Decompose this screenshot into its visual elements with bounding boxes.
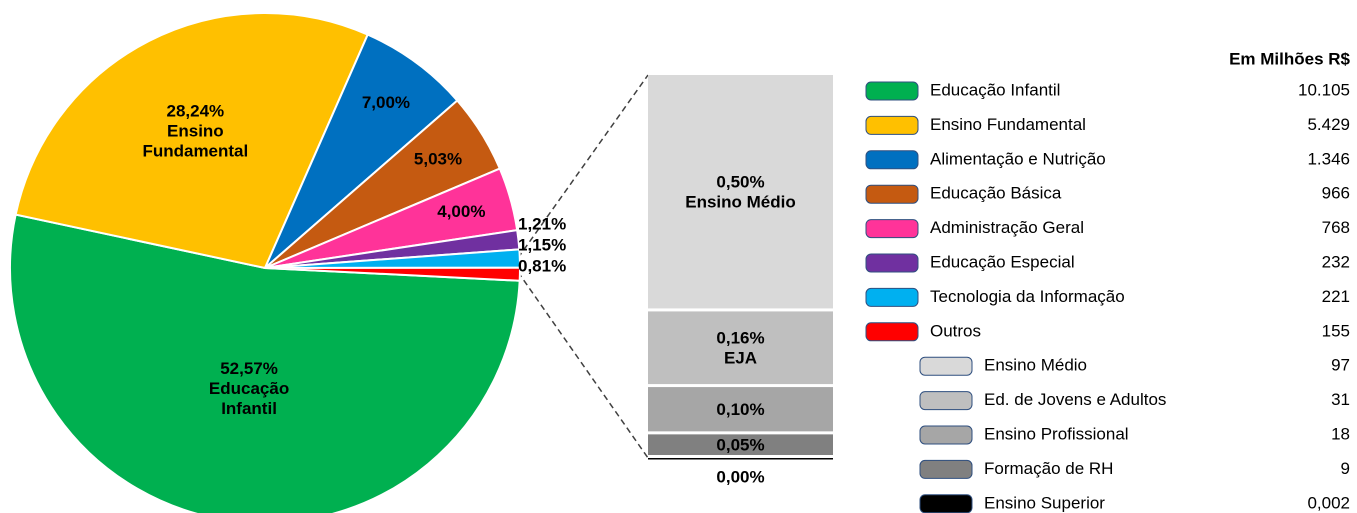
slice-name: Fundamental <box>142 141 248 160</box>
legend-header: Em Milhões R$ <box>1229 49 1350 68</box>
legend-label: Ensino Profissional <box>984 424 1129 443</box>
legend-amount: 155 <box>1322 321 1350 340</box>
value-label: 1,15% <box>518 235 566 254</box>
legend-swatch <box>919 459 973 479</box>
legend-amount: 221 <box>1322 287 1350 306</box>
value-label: 7,00% <box>362 93 410 112</box>
connector-line <box>517 74 649 259</box>
value-label: 0,10% <box>716 400 764 419</box>
legend-amount: 31 <box>1331 390 1350 409</box>
slice-name: Educação <box>209 379 289 398</box>
legend-label: Outros <box>930 321 981 340</box>
legend-label: Ensino Fundamental <box>930 115 1086 134</box>
value-label: 5,03% <box>414 149 462 168</box>
pie-slice <box>14 12 370 270</box>
slice-name: Ensino Médio <box>685 193 796 212</box>
legend-swatch <box>865 287 919 307</box>
legend-amount: 5.429 <box>1307 115 1350 134</box>
legend-amount: 10.105 <box>1298 80 1350 99</box>
legend-label: Administração Geral <box>930 218 1084 237</box>
slice-name: Infantil <box>221 399 277 418</box>
legend-swatch <box>865 150 919 170</box>
value-label: 28,24% <box>167 101 225 120</box>
legend-swatch <box>919 391 973 411</box>
connector-line <box>517 271 649 459</box>
legend-amount: 0,002 <box>1307 493 1350 512</box>
legend-label: Educação Infantil <box>930 80 1060 99</box>
legend-swatch <box>865 219 919 239</box>
slice-name: EJA <box>724 349 757 368</box>
bar-segment <box>648 458 833 460</box>
legend-amount: 232 <box>1322 252 1350 271</box>
value-label: 0,50% <box>716 173 764 192</box>
bar-segment <box>648 434 833 455</box>
legend-label: Ed. de Jovens e Adultos <box>984 390 1166 409</box>
pie-slice <box>9 213 521 513</box>
legend-amount: 966 <box>1322 184 1350 203</box>
value-label: 4,00% <box>437 202 485 221</box>
bar-segment <box>648 75 833 309</box>
legend-label: Alimentação e Nutrição <box>930 149 1106 168</box>
legend-label: Educação Básica <box>930 184 1062 203</box>
legend-label: Tecnologia da Informação <box>930 287 1125 306</box>
legend-swatch <box>919 425 973 445</box>
pie-slice <box>264 266 522 282</box>
pie-slice <box>264 33 459 269</box>
legend-swatch <box>865 322 919 342</box>
value-label: 0,16% <box>716 329 764 348</box>
value-label: 52,57% <box>220 359 278 378</box>
legend-swatch <box>919 356 973 376</box>
legend-amount: 1.346 <box>1307 149 1350 168</box>
legend-swatch <box>865 115 919 135</box>
legend-swatch <box>865 253 919 273</box>
legend-swatch <box>919 494 973 513</box>
value-label: 1,21% <box>518 214 566 233</box>
value-label: 0,00% <box>716 467 764 486</box>
value-label: 0,81% <box>518 256 566 275</box>
value-label: 0,05% <box>716 436 764 455</box>
legend-amount: 97 <box>1331 356 1350 375</box>
legend-amount: 18 <box>1331 424 1350 443</box>
legend-label: Educação Especial <box>930 252 1075 271</box>
slice-name: Ensino <box>167 121 224 140</box>
legend-amount: 768 <box>1322 218 1350 237</box>
legend-swatch <box>865 81 919 101</box>
bar-segment <box>648 311 833 385</box>
bar-segment <box>648 387 833 432</box>
legend-label: Ensino Superior <box>984 493 1105 512</box>
legend-swatch <box>865 184 919 204</box>
legend-label: Ensino Médio <box>984 356 1087 375</box>
legend-label: Formação de RH <box>984 459 1113 478</box>
legend-amount: 9 <box>1341 459 1350 478</box>
